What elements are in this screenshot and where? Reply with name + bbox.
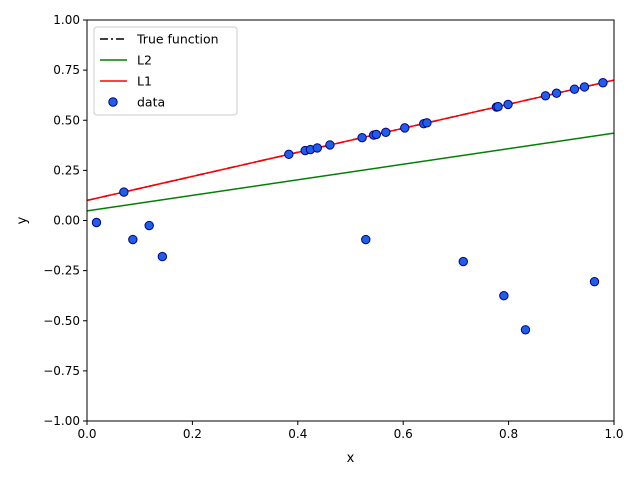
x-tick-label: 0.2	[183, 427, 202, 441]
data-point	[157, 251, 168, 262]
y-tick-label: 0.25	[53, 163, 80, 177]
x-axis-label: x	[347, 451, 355, 466]
data-point	[284, 149, 294, 160]
lines-layer	[87, 79, 614, 212]
data-point	[458, 256, 468, 267]
data-point	[598, 78, 608, 88]
x-tick-label: 0.4	[288, 427, 307, 441]
data-point	[540, 91, 551, 101]
data-point	[119, 187, 129, 197]
series-line-l2	[87, 132, 614, 212]
y-tick-label: −1.00	[43, 414, 80, 428]
data-point	[371, 129, 382, 140]
legend-box	[93, 26, 238, 116]
y-tick-label: 0.75	[53, 63, 80, 77]
data-point	[579, 82, 590, 92]
data-point	[128, 234, 138, 245]
y-tick-label: 0.00	[53, 214, 80, 228]
x-tick-label: 1.0	[604, 427, 623, 441]
data-point	[312, 143, 322, 153]
y-axis-label: y	[15, 216, 30, 224]
data-point	[357, 132, 367, 143]
data-point	[422, 118, 432, 128]
data-point	[325, 140, 335, 150]
legend-label: L2	[137, 53, 152, 68]
y-axis-ticks: −1.00 −0.75 −0.50 −0.25 0.00 0.25 0.50 0.75 1.00	[43, 13, 87, 428]
data-point	[144, 220, 154, 231]
data-point	[589, 276, 600, 287]
x-tick-label: 0.6	[394, 427, 413, 441]
legend-label: True function	[136, 32, 219, 47]
data-point	[520, 325, 531, 335]
legend-label: L1	[137, 74, 152, 89]
data-point	[551, 88, 562, 98]
x-tick-label: 0.0	[77, 427, 96, 441]
y-tick-label: −0.75	[43, 364, 80, 378]
data-point	[569, 84, 580, 94]
legend-swatch	[108, 97, 118, 107]
data-point	[400, 123, 410, 133]
y-tick-label: −0.50	[43, 314, 80, 328]
data-point	[361, 234, 371, 245]
x-tick-label: 0.8	[499, 427, 518, 441]
data-point	[381, 127, 391, 137]
y-tick-label: 1.00	[53, 13, 80, 27]
series-line-l1	[87, 79, 614, 202]
legend: True function L2 L1 data	[93, 26, 238, 116]
y-tick-label: −0.25	[43, 264, 80, 278]
x-axis-ticks: 0.0 0.2 0.4 0.6 0.8 1.0	[77, 421, 624, 441]
legend-label: data	[137, 95, 165, 110]
data-point	[503, 99, 513, 110]
y-tick-label: 0.50	[53, 113, 80, 127]
data-point	[493, 101, 503, 112]
data-point	[91, 217, 102, 228]
data-point	[499, 290, 509, 301]
points-layer	[91, 78, 608, 335]
